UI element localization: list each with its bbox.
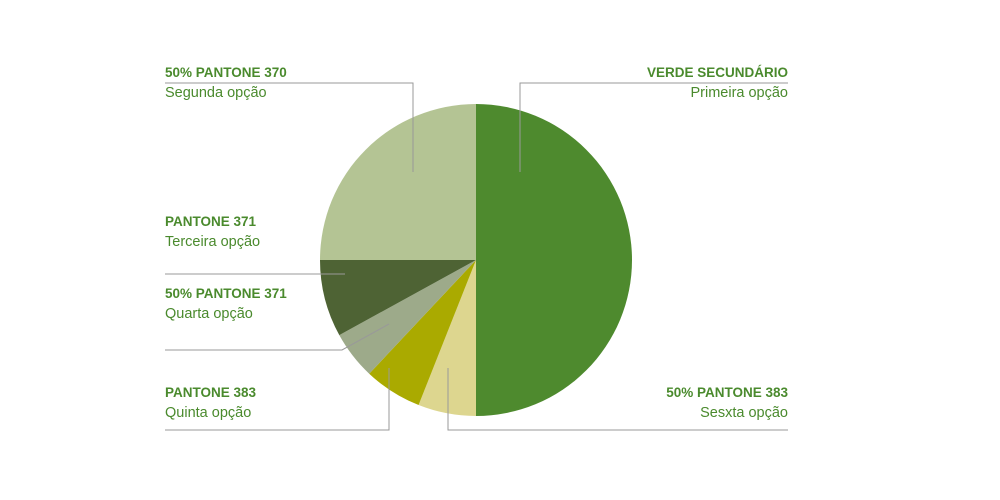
label-50-pantone-370: 50% PANTONE 370 Segunda opção (165, 63, 287, 103)
label-pantone-383-desc: Quinta opção (165, 405, 252, 421)
slice-50-pantone-371 (339, 260, 476, 374)
slice-pantone-383 (369, 260, 476, 406)
label-50-pantone-371: 50% PANTONE 371 Quarta opção (165, 284, 287, 324)
slice-verde-secundario (476, 104, 632, 416)
label-50-pantone-371-name: 50% PANTONE 371 (165, 286, 287, 301)
slice-50-pantone-383 (418, 260, 476, 416)
label-verde-secundario: VERDE SECUNDÁRIO Primeira opção (647, 63, 788, 103)
leader-pantone-383 (165, 368, 390, 431)
label-50-pantone-383: 50% PANTONE 383 Sesxta opção (666, 383, 788, 423)
label-50-pantone-383-desc: Sesxta opção (700, 405, 788, 421)
label-pantone-371-desc: Terceira opção (165, 234, 261, 250)
label-50-pantone-371-desc: Quarta opção (165, 306, 253, 322)
label-pantone-383: PANTONE 383 Quinta opção (165, 383, 256, 423)
label-verde-secundario-name: VERDE SECUNDÁRIO (646, 65, 788, 80)
slice-pantone-371 (320, 260, 476, 336)
label-pantone-371-name: PANTONE 371 (165, 214, 257, 229)
label-50-pantone-383-name: 50% PANTONE 383 (666, 385, 788, 400)
label-pantone-371: PANTONE 371 Terceira opção (165, 212, 260, 252)
label-50-pantone-370-name: 50% PANTONE 370 (165, 65, 287, 80)
leader-50-pantone-383 (447, 368, 788, 431)
leader-verde-secundario (519, 82, 788, 172)
label-50-pantone-370-desc: Segunda opção (165, 85, 267, 101)
leader-50-pantone-370 (165, 82, 414, 172)
slice-50-pantone-370 (320, 104, 476, 260)
label-verde-secundario-desc: Primeira opção (690, 85, 788, 101)
leader-50-pantone-371 (165, 323, 390, 351)
label-pantone-383-name: PANTONE 383 (165, 385, 257, 400)
